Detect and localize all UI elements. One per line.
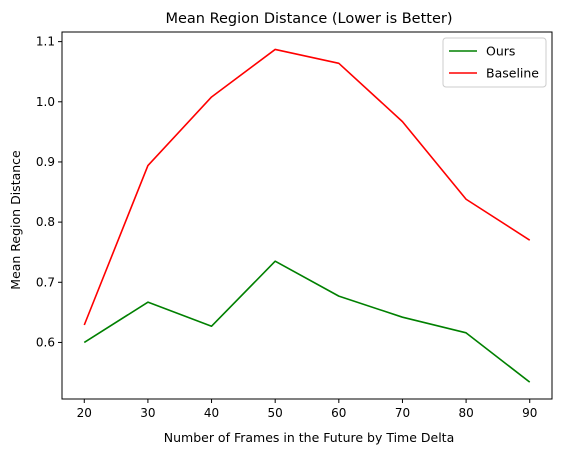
chart-title: Mean Region Distance (Lower is Better) — [165, 11, 452, 27]
y-tick-label: 0.9 — [36, 155, 55, 169]
legend-label-baseline: Baseline — [486, 66, 539, 81]
y-tick-label: 0.6 — [36, 335, 55, 349]
x-tick-label: 40 — [204, 406, 219, 420]
y-tick-label: 0.8 — [36, 215, 55, 229]
plot-frame — [61, 31, 553, 400]
legend-label-ours: Ours — [486, 44, 515, 59]
x-tick-label: 30 — [140, 406, 155, 420]
plot-lines — [83, 48, 531, 383]
x-tick-label: 60 — [331, 406, 346, 420]
y-tick-label: 0.7 — [36, 275, 55, 289]
x-tick-label: 20 — [77, 406, 92, 420]
x-tick-label: 70 — [395, 406, 410, 420]
y-axis-label: Mean Region Distance — [8, 150, 23, 290]
series-line-ours — [83, 260, 531, 383]
y-axis-ticks: 0.6 0.7 0.8 0.9 1.0 1.1 — [36, 35, 62, 349]
x-axis-ticks: 20 30 40 50 60 70 80 90 — [77, 399, 537, 420]
y-tick-label: 1.0 — [36, 95, 55, 109]
x-tick-label: 80 — [458, 406, 473, 420]
y-tick-label: 1.1 — [36, 35, 55, 49]
x-tick-label: 90 — [522, 406, 537, 420]
legend: Ours Baseline — [442, 37, 547, 88]
x-tick-label: 50 — [268, 406, 283, 420]
series-line-baseline — [83, 48, 531, 326]
x-axis-label: Number of Frames in the Future by Time D… — [164, 430, 455, 445]
